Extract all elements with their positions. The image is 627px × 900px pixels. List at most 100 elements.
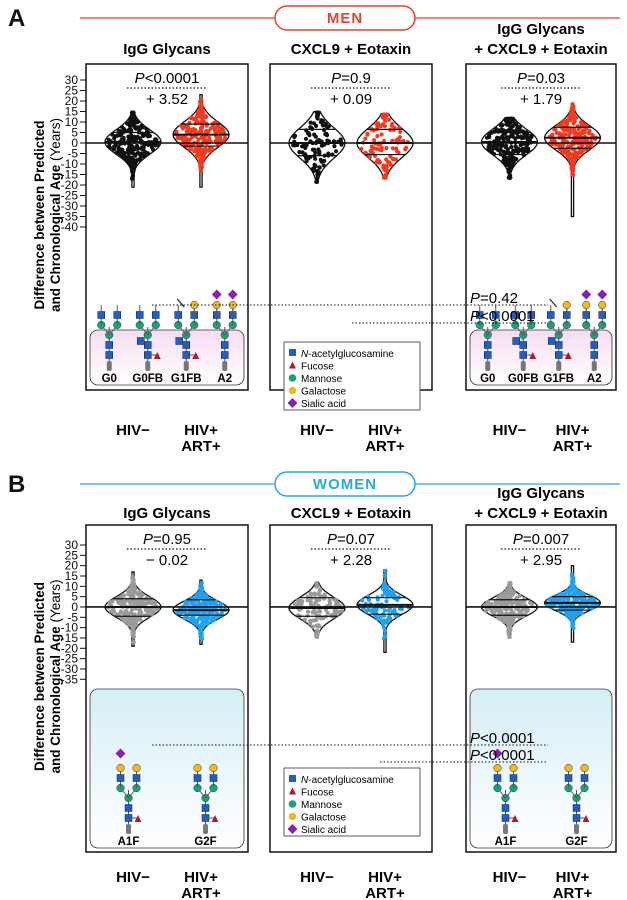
data-point [297, 150, 302, 155]
data-point [142, 133, 147, 138]
panel-1: IgG Glycans P<0.0001 + 3.52 HIV− HIV+ART+ G0 G… [85, 41, 249, 455]
data-point [376, 121, 381, 126]
data-point [201, 622, 206, 628]
legend-label-rest: -acetylglucosamine [308, 775, 394, 786]
galactose-icon [580, 763, 589, 773]
data-point [383, 118, 388, 124]
data-point [319, 143, 324, 148]
data-point [496, 148, 501, 153]
data-point [378, 614, 383, 619]
data-point [517, 125, 522, 130]
data-point [318, 157, 323, 162]
glcnac-icon [105, 351, 113, 359]
data-point [138, 601, 143, 607]
plot-frame [269, 524, 433, 853]
data-point [501, 149, 506, 154]
data-point [521, 150, 526, 155]
data-point [579, 143, 585, 148]
data-point [569, 612, 574, 617]
data-point [127, 611, 132, 616]
data-point [310, 610, 315, 615]
data-point [314, 583, 319, 588]
data-point [368, 608, 373, 613]
data-point [313, 134, 318, 139]
y-axis-label-line2: and Chronological Age (Years) [48, 579, 63, 773]
data-point [506, 156, 511, 161]
p-symbol: P [327, 531, 337, 548]
y-tick-label: -30 [61, 662, 79, 676]
legend-label-italic: N [301, 349, 309, 360]
data-point [386, 608, 391, 613]
glycan-label: A2 [217, 373, 232, 385]
legend-label-italic: N [301, 775, 309, 786]
data-point [317, 589, 322, 594]
y-tick-label: 30 [65, 538, 79, 552]
fucose-icon [153, 352, 161, 359]
y-tick-label: 25 [65, 548, 79, 562]
data-point [333, 149, 339, 154]
data-point [308, 618, 313, 623]
data-point [383, 568, 388, 574]
protein-stalk-icon [574, 824, 579, 834]
data-point [325, 125, 330, 130]
y-tick-label: -5 [67, 610, 78, 624]
data-point [552, 602, 557, 608]
data-point [363, 150, 368, 155]
arrow-icon [549, 298, 558, 308]
legend-sialic-icon [287, 398, 298, 408]
data-point [209, 619, 214, 624]
data-point [116, 600, 121, 605]
y-tick-label: -10 [61, 621, 79, 635]
panel-title-line1: IgG Glycans [497, 485, 585, 502]
data-point [494, 608, 500, 613]
sialic-acid-icon [115, 748, 126, 759]
y-tick-label: -35 [61, 210, 79, 224]
data-point [121, 135, 126, 140]
data-point [518, 135, 524, 140]
data-point [315, 176, 320, 181]
data-point [379, 145, 384, 150]
data-point [144, 595, 149, 601]
glycan-inset [89, 688, 245, 849]
data-point [321, 163, 326, 168]
data-point [385, 619, 390, 624]
plot-frame [465, 524, 617, 853]
data-point [382, 625, 387, 630]
data-point [566, 117, 571, 122]
data-point [314, 179, 319, 184]
data-point [127, 160, 132, 165]
data-point [120, 125, 125, 130]
data-point [494, 143, 499, 148]
data-point [386, 117, 391, 122]
panel-title: CXCL9 + Eotaxin [291, 41, 411, 58]
data-point [139, 123, 144, 129]
data-point [187, 147, 192, 152]
legend-label: Mannose [301, 800, 343, 811]
legend-fucose-icon [289, 361, 296, 369]
data-point [516, 607, 521, 612]
x-label-hiv-positive: HIV+ [368, 869, 402, 886]
legend-label: N-acetylglucosamine [301, 775, 394, 786]
data-point [153, 137, 158, 142]
data-point [137, 136, 142, 141]
protein-stalk-icon [106, 361, 112, 371]
sialic-acid-icon [211, 289, 222, 300]
data-point [574, 115, 579, 120]
protein-stalk-icon [591, 361, 597, 371]
data-point [198, 168, 203, 173]
data-point [216, 614, 221, 619]
x-label-hiv-positive: HIV+ [368, 422, 402, 439]
data-point [198, 114, 203, 119]
glcnac-icon [97, 311, 105, 319]
data-point [308, 125, 313, 130]
data-point [390, 121, 395, 127]
data-point [509, 621, 514, 626]
data-point [305, 598, 310, 603]
data-point [292, 134, 297, 140]
data-point [382, 635, 387, 640]
data-point [201, 147, 206, 152]
data-point [113, 134, 118, 139]
data-point [137, 589, 142, 594]
